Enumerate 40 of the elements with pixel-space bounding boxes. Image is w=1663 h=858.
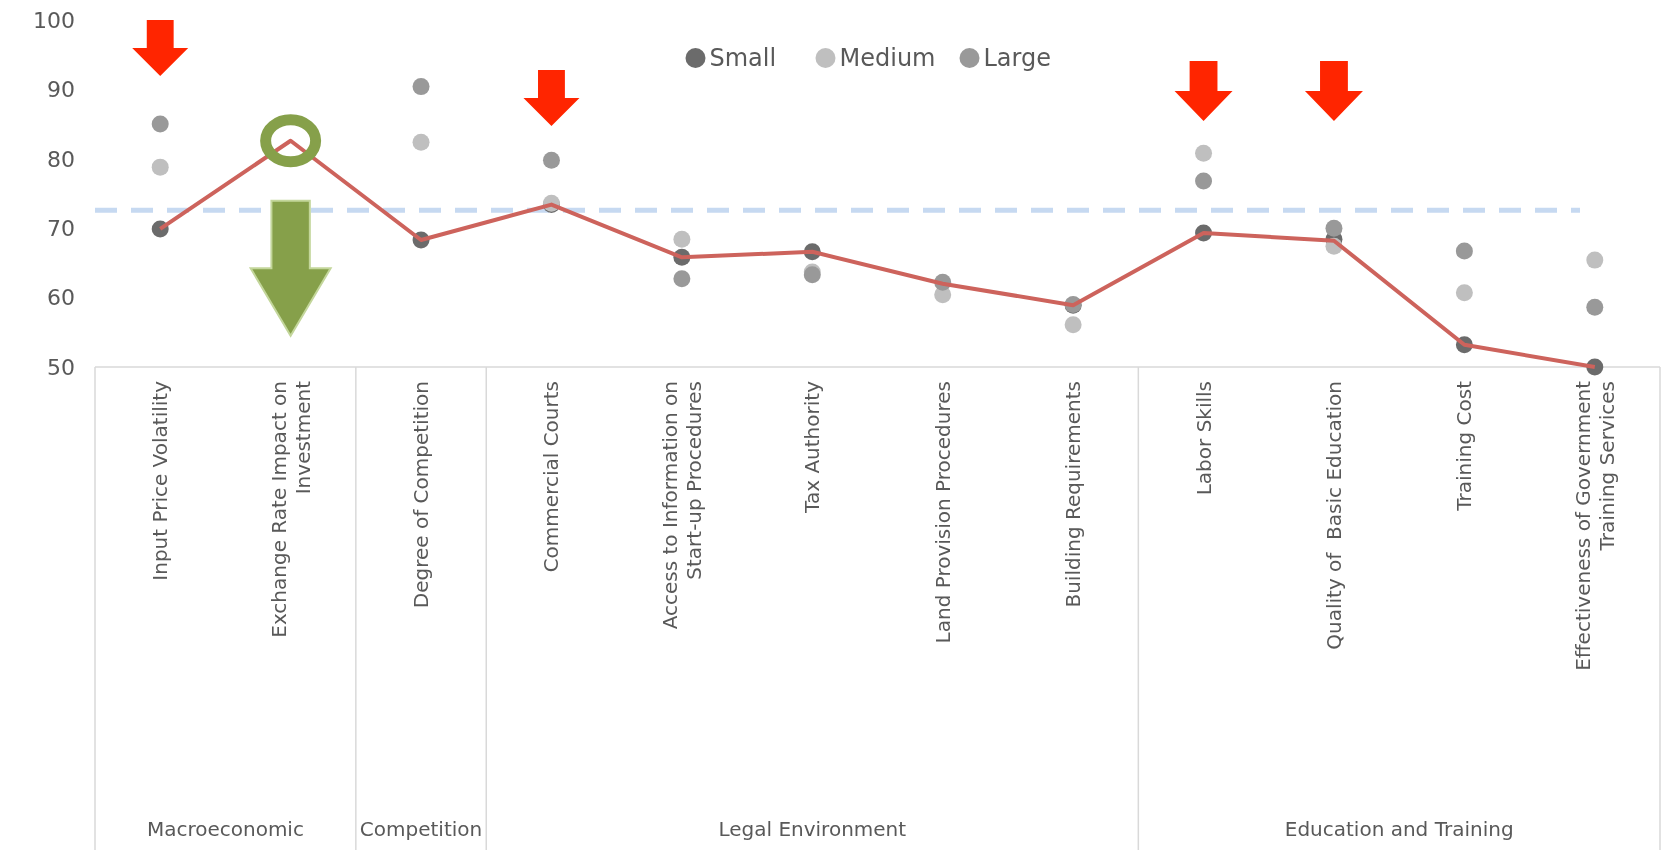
x-tick-label: Exchange Rate Impact on Investment (266, 380, 315, 638)
point (1064, 316, 1082, 334)
x-tick-label: Tax Authority (800, 380, 825, 514)
text: Competition (359, 817, 483, 841)
x-tick-label: Labor Skills (1191, 381, 1216, 496)
point (1455, 242, 1473, 260)
x-tick-label: Building Requirements (1061, 381, 1086, 608)
legend-label: Large (983, 44, 1052, 73)
x-tick-label: Access to Information on Start-up Procedures (657, 381, 706, 630)
text: Education and Training (1284, 817, 1514, 841)
point (542, 151, 560, 169)
point (151, 158, 169, 176)
text: Legal Environment (718, 817, 907, 841)
point (1586, 251, 1604, 269)
point (412, 78, 430, 96)
point (1586, 298, 1604, 316)
point (673, 270, 691, 288)
text: Macroeconomic (146, 817, 304, 841)
point (1195, 144, 1213, 162)
y-tick-label: 90 (47, 77, 75, 103)
point (151, 115, 169, 133)
y-tick-label: 100 (33, 7, 75, 33)
y-tick-label: 50 (47, 354, 75, 380)
x-tick-label: Land Provision Procedures (930, 381, 955, 644)
legend-label: Small (709, 44, 777, 73)
x-tick-label: Degree of Competition (409, 381, 434, 609)
x-tick-label: Quality of Basic Education (1321, 381, 1346, 650)
point (1195, 172, 1213, 190)
point (1325, 219, 1343, 237)
x-tick-label: Training Cost (1452, 380, 1477, 512)
point (412, 133, 430, 151)
legend-label: Medium (839, 44, 936, 73)
point (1455, 284, 1473, 302)
x-tick-label: Effectiveness of Government Training Services (1570, 380, 1619, 671)
y-tick-label: 80 (47, 146, 75, 172)
x-tick-label: Input Price Volatility (148, 380, 173, 581)
point (673, 230, 691, 248)
y-tick-label: 70 (47, 215, 75, 241)
x-tick-label: Commercial Courts (539, 381, 564, 573)
y-tick-label: 60 (47, 285, 75, 311)
